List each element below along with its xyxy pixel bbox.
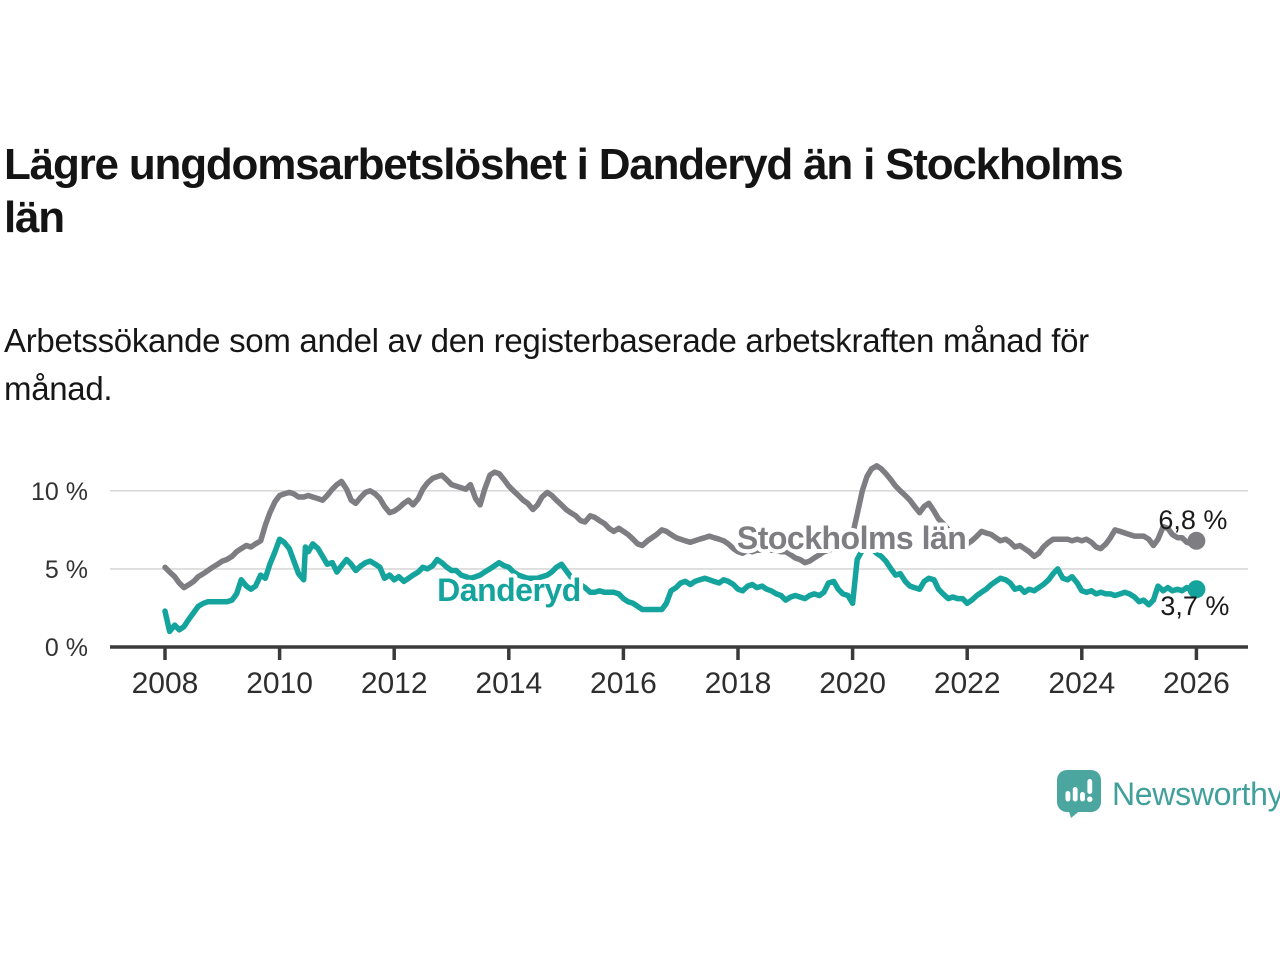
x-axis-tick-label: 2014 [475, 667, 542, 700]
x-axis-tick-label: 2010 [246, 667, 313, 700]
page-subtitle: Arbetssökande som andel av den registerb… [4, 317, 1256, 413]
series-end-value-stockholm: 6,8 % [1158, 505, 1227, 535]
x-axis-tick-label: 2026 [1163, 667, 1230, 700]
page-subtitle-line: Arbetssökande som andel av den registerb… [4, 322, 1089, 359]
x-axis-tick-label: 2016 [590, 667, 657, 700]
x-axis-tick-label: 2024 [1048, 667, 1115, 700]
y-axis-tick-label: 0 % [45, 634, 88, 662]
x-axis-tick-label: 2020 [819, 667, 886, 700]
series-line-danderyd [162, 536, 1200, 635]
y-axis-tick-label: 10 % [31, 478, 88, 506]
series-label-danderyd: Danderyd [437, 572, 581, 608]
newsworthy-speech-bubble-bar-chart-icon [1057, 770, 1101, 818]
page-subtitle-line: månad. [4, 370, 113, 407]
x-axis-tick-label: 2018 [705, 667, 772, 700]
page-title-line: län [4, 193, 65, 242]
x-axis-tick-label: 2022 [934, 667, 1001, 700]
series-line-stockholm [162, 463, 1200, 591]
page-title: Lägre ungdomsarbetslöshet i Danderyd än … [4, 138, 1256, 244]
y-axis-tick-label: 5 % [45, 556, 88, 584]
x-axis-tick-label: 2012 [361, 667, 428, 700]
newsworthy-logo[interactable]: Newsworthy [1057, 769, 1280, 819]
series-end-dot-danderyd [1187, 580, 1206, 599]
page-title-line: Lägre ungdomsarbetslöshet i Danderyd än … [4, 140, 1124, 189]
series-end-dot-stockholm [1187, 531, 1206, 550]
x-axis-tick-label: 2008 [132, 667, 199, 700]
brand-name: Newsworthy [1112, 776, 1280, 812]
series-label-stockholm: Stockholms län [737, 520, 967, 556]
series-end-value-danderyd: 3,7 % [1160, 591, 1229, 621]
